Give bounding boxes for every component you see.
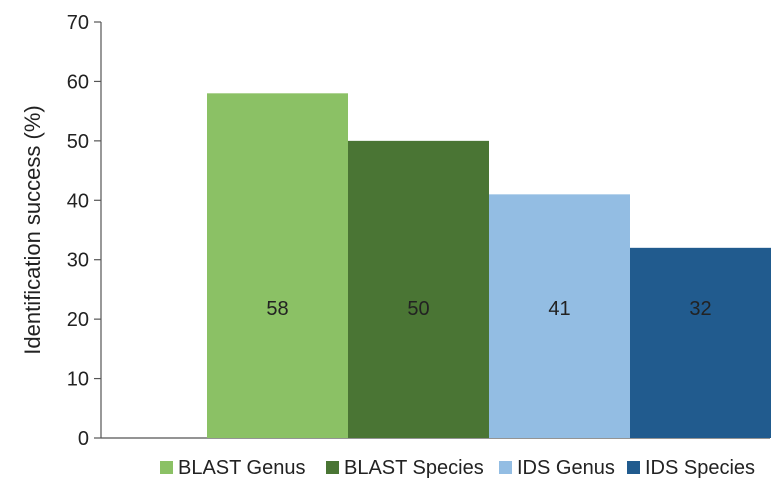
bar xyxy=(207,93,348,439)
bar-value-label: 41 xyxy=(548,298,570,320)
legend-swatch xyxy=(627,461,640,474)
legend-swatch xyxy=(160,461,173,474)
bar-value-label: 50 xyxy=(407,298,429,320)
legend-label: IDS Genus xyxy=(517,457,615,479)
legend-swatch xyxy=(499,461,512,474)
legend-label: BLAST Species xyxy=(344,457,484,479)
bar xyxy=(489,194,630,438)
y-axis-label: Identification success (%) xyxy=(20,105,45,354)
value-labels: 58 50 41 32 xyxy=(266,298,711,320)
legend-label: BLAST Genus xyxy=(178,457,305,479)
y-tick-label: 10 xyxy=(67,369,89,391)
y-tick-label: 30 xyxy=(67,250,89,272)
y-tick-label: 0 xyxy=(78,428,89,450)
legend-swatch xyxy=(326,461,339,474)
legend-label: IDS Species xyxy=(645,457,755,479)
bar xyxy=(630,247,771,438)
bar-value-label: 32 xyxy=(689,298,711,320)
legend: BLAST Genus BLAST Species IDS Genus IDS Spe… xyxy=(160,457,755,479)
y-tick-label: 60 xyxy=(67,71,89,93)
y-tick-label: 20 xyxy=(67,309,89,331)
bar-value-label: 58 xyxy=(266,298,288,320)
bars xyxy=(207,93,771,439)
bar xyxy=(348,140,489,438)
y-tick-label: 50 xyxy=(67,131,89,153)
y-tick-label: 40 xyxy=(67,190,89,212)
y-tick-label: 70 xyxy=(67,12,89,34)
